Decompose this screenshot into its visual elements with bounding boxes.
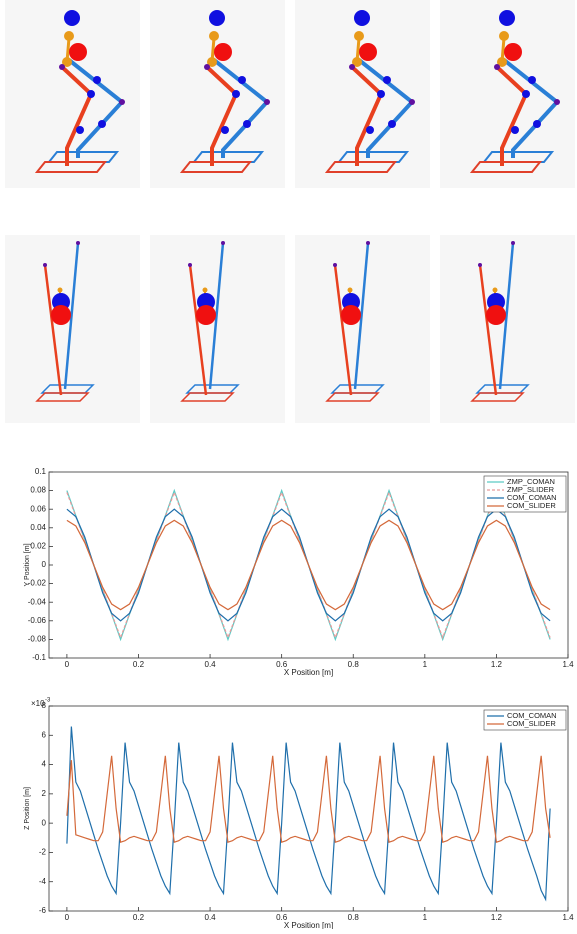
y-tick-label: -0.06 (28, 616, 47, 625)
x-tick-label: 0 (65, 660, 70, 669)
y-tick-label: 0 (42, 560, 47, 569)
x-tick-label: 0.2 (133, 660, 145, 669)
robot-side-view (150, 0, 285, 188)
robot-front-view (295, 235, 430, 423)
y-multiplier: ×10 (31, 699, 45, 708)
robot-front-view (5, 235, 140, 423)
legend-label: COM_SLIDER (507, 501, 556, 510)
y-tick-label: 0.06 (30, 504, 46, 513)
legend-label: COM_SLIDER (507, 719, 556, 728)
x-axis-label: X Position [m] (284, 668, 333, 677)
x-tick-label: 0.4 (205, 913, 217, 922)
x-tick-label: 0.2 (133, 913, 145, 922)
figure: -0.1-0.08-0.06-0.04-0.0200.020.040.060.0… (0, 0, 577, 929)
x-tick-label: 0.8 (348, 913, 360, 922)
x-tick-label: 0 (65, 913, 70, 922)
x-tick-label: 1 (423, 660, 428, 669)
y-tick-label: 0.08 (30, 486, 46, 495)
y-tick-label: -0.1 (32, 653, 46, 662)
y-tick-label: -6 (39, 906, 47, 915)
robot-front-view (150, 235, 285, 423)
y-tick-label: 0.02 (30, 542, 46, 551)
y-tick-label: 0.1 (35, 467, 47, 476)
x-tick-label: 1 (423, 913, 428, 922)
y-tick-label: 6 (42, 730, 47, 739)
x-axis-label: X Position [m] (284, 921, 333, 929)
y-axis-label: Y Position [m] (24, 543, 31, 586)
y-tick-label: 0 (42, 818, 47, 827)
x-tick-label: 0.8 (348, 660, 360, 669)
robot-front-view (440, 235, 575, 423)
y-tick-label: 0.04 (30, 523, 46, 532)
robot-side-view (5, 0, 140, 188)
robot-side-view (440, 0, 575, 188)
y-tick-label: -0.08 (28, 635, 47, 644)
y-tick-label: 2 (42, 789, 47, 798)
x-tick-label: 1.2 (491, 913, 503, 922)
plot-area (49, 706, 568, 911)
y-tick-label: -0.04 (28, 597, 47, 606)
x-tick-label: 0.4 (205, 660, 217, 669)
y-axis-label: Z Position [m] (24, 787, 31, 830)
robot-side-view (295, 0, 430, 188)
y-multiplier-exponent: -3 (45, 698, 51, 704)
x-tick-label: 1.2 (491, 660, 503, 669)
y-tick-label: -4 (39, 877, 47, 886)
x-tick-label: 1.4 (562, 660, 574, 669)
y-tick-label: 4 (42, 760, 47, 769)
y-tick-label: -2 (39, 848, 47, 857)
x-tick-label: 1.4 (562, 913, 574, 922)
